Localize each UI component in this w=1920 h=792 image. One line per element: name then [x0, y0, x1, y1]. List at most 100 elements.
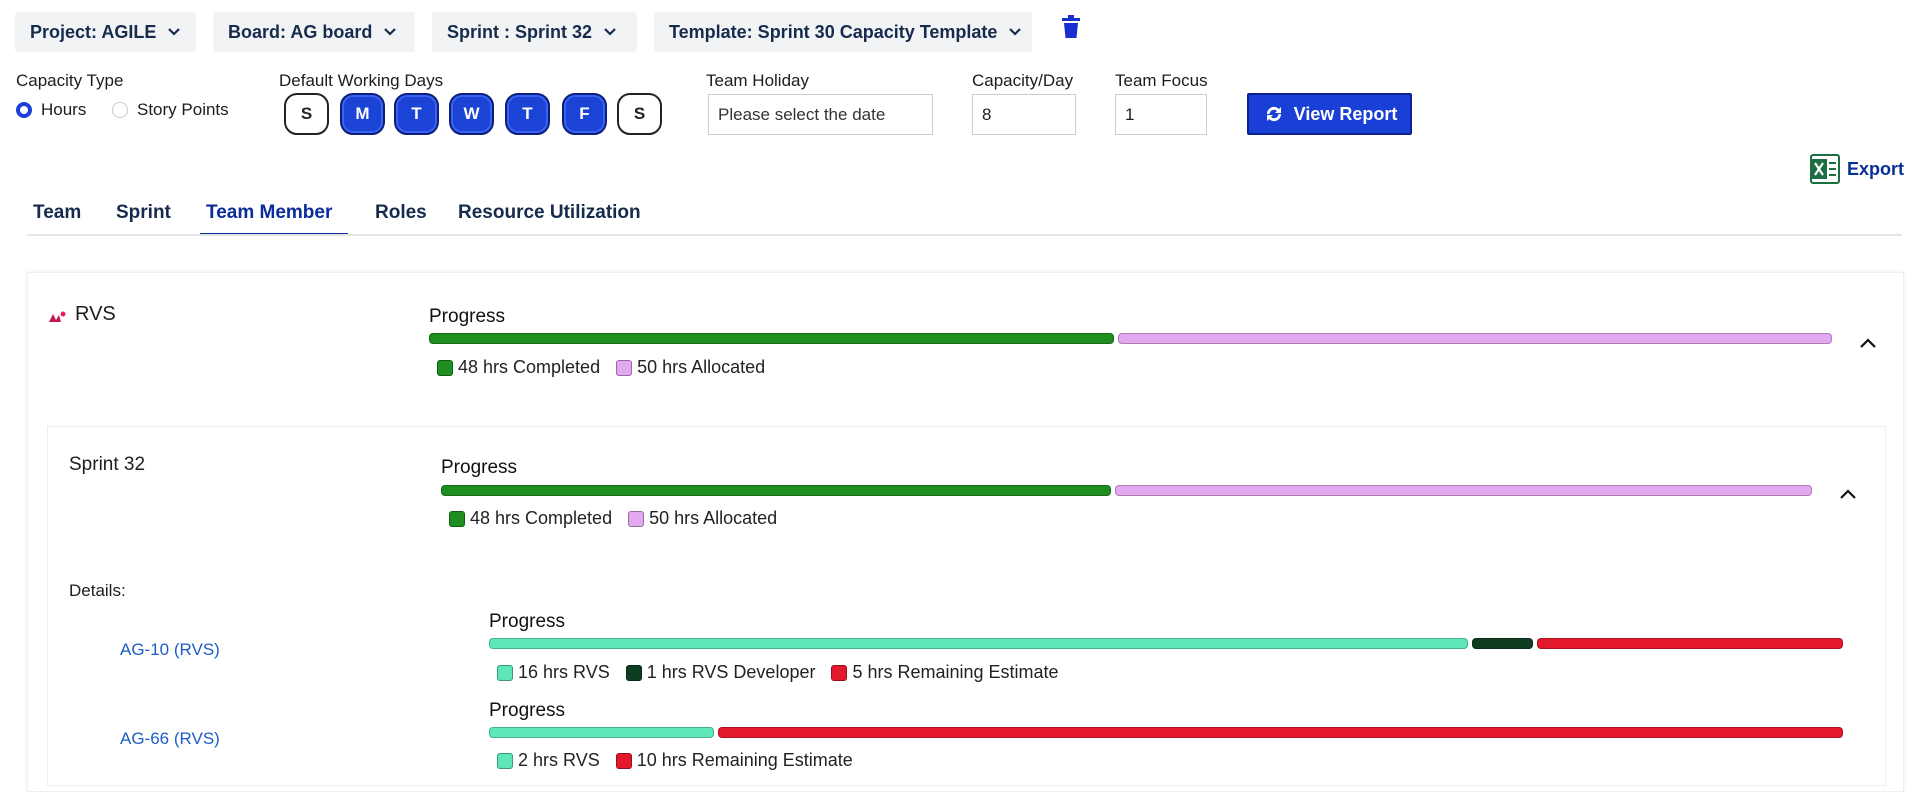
- dropdown-text: Board: AG board: [228, 21, 373, 42]
- capacity-type-label: Capacity Type: [16, 71, 124, 90]
- progress-segment: [718, 727, 1843, 738]
- progress-segment: [429, 333, 1115, 344]
- legend-item: 2 hrs RVS: [497, 750, 600, 771]
- tab[interactable]: Team: [33, 202, 82, 223]
- day-button[interactable]: S: [284, 93, 329, 135]
- progress-bar: [489, 638, 1843, 649]
- excel-icon: [1810, 154, 1840, 184]
- project-dropdown[interactable]: Project: AGILE: [15, 12, 196, 52]
- working-days-label: Default Working Days: [279, 71, 444, 90]
- legend-swatch: [616, 359, 633, 376]
- day-button[interactable]: M: [340, 93, 385, 135]
- legend-label: 5 hrs Remaining Estimate: [852, 662, 1059, 682]
- progress-label: Progress: [489, 700, 566, 721]
- day-button[interactable]: F: [562, 93, 607, 135]
- details-label: Details:: [69, 581, 126, 600]
- legend-swatch: [615, 752, 632, 769]
- legend-swatch: [449, 510, 465, 527]
- sprint-name: Sprint 32: [69, 454, 146, 475]
- button-text: View Report: [1293, 103, 1398, 124]
- progress-bar: [429, 333, 1832, 344]
- legend: 48 hrs Completed 50 hrs Allocated: [437, 357, 781, 378]
- member-name: RVS: [75, 303, 116, 325]
- legend: 48 hrs Completed 50 hrs Allocated: [449, 508, 793, 529]
- refresh-icon: [1266, 106, 1281, 122]
- radio-label: Story Points: [137, 100, 229, 119]
- legend-label: 1 hrs RVS Developer: [646, 662, 816, 682]
- radio-option[interactable]: Story Points: [112, 100, 229, 120]
- day-button[interactable]: W: [449, 93, 494, 135]
- chevron: [168, 28, 181, 36]
- legend-swatch: [437, 359, 453, 376]
- radio-circle: [16, 102, 32, 118]
- team-focus-label: Team Focus: [1115, 71, 1208, 90]
- tab[interactable]: Roles: [375, 202, 427, 223]
- progress-segment: [1114, 485, 1812, 496]
- export-text: Export: [1847, 158, 1905, 179]
- progress-label: Progress: [441, 457, 518, 478]
- tab[interactable]: Sprint: [116, 202, 171, 223]
- legend-item: 1 hrs RVS Developer: [625, 662, 816, 683]
- progress-segment: [489, 727, 714, 738]
- legend-swatch: [497, 752, 513, 769]
- legend-label: 48 hrs Completed: [470, 508, 613, 528]
- progress-segment: [1537, 638, 1843, 649]
- input-value: 8: [982, 104, 992, 124]
- legend-label: 48 hrs Completed: [458, 357, 601, 377]
- progress-label: Progress: [429, 306, 506, 327]
- legend: 16 hrs RVS 1 hrs RVS Developer 5 hrs Remai…: [497, 662, 1075, 683]
- issue-link[interactable]: AG-10 (RVS): [120, 640, 220, 659]
- legend-label: 50 hrs Allocated: [637, 357, 766, 377]
- legend-item: 16 hrs RVS: [497, 662, 610, 683]
- team-focus-input[interactable]: 1: [1115, 94, 1207, 135]
- team-holiday-label: Team Holiday: [706, 71, 809, 90]
- capacity-day-input[interactable]: 8: [972, 94, 1076, 135]
- legend-item: 50 hrs Allocated: [628, 508, 777, 529]
- board-dropdown[interactable]: Board: AG board: [213, 12, 415, 52]
- export-button[interactable]: Export: [1810, 154, 1904, 184]
- legend-label: 10 hrs Remaining Estimate: [636, 750, 853, 770]
- legend-swatch: [625, 664, 642, 681]
- team-holiday-input[interactable]: Please select the date: [708, 94, 933, 135]
- delete-icon[interactable]: [1060, 15, 1082, 39]
- tab[interactable]: Resource Utilization: [458, 202, 641, 223]
- progress-segment: [441, 485, 1111, 496]
- progress-segment: [489, 638, 1468, 649]
- collapse-chevron[interactable]: [1860, 338, 1876, 348]
- progress-segment: [1118, 333, 1832, 344]
- radio-option[interactable]: Hours: [16, 100, 86, 120]
- radio-label: Hours: [41, 100, 87, 119]
- issue-link[interactable]: AG-66 (RVS): [120, 729, 220, 748]
- dropdown-text: Project: AGILE: [30, 21, 157, 42]
- day-button[interactable]: S: [617, 93, 662, 135]
- template-dropdown[interactable]: Template: Sprint 30 Capacity Template: [654, 12, 1032, 52]
- capacity-day-label: Capacity/Day: [972, 71, 1074, 90]
- collapse-chevron[interactable]: [1840, 489, 1856, 499]
- view-report-button[interactable]: View Report: [1247, 93, 1412, 135]
- tab[interactable]: Team Member: [206, 202, 333, 223]
- chevron: [604, 28, 616, 36]
- input-value: 1: [1125, 104, 1135, 124]
- legend-label: 50 hrs Allocated: [649, 508, 778, 528]
- legend-label: 2 hrs RVS: [518, 750, 600, 770]
- legend-swatch: [831, 664, 848, 681]
- legend: 2 hrs RVS 10 hrs Remaining Estimate: [497, 750, 869, 771]
- legend-item: 48 hrs Completed: [437, 357, 600, 378]
- progress-label: Progress: [489, 611, 566, 632]
- progress-segment: [1471, 638, 1534, 649]
- chevron: [1009, 28, 1022, 36]
- legend-swatch: [497, 664, 513, 681]
- legend-label: 16 hrs RVS: [518, 662, 610, 682]
- tab-divider: [27, 234, 1902, 236]
- legend-item: 5 hrs Remaining Estimate: [831, 662, 1059, 683]
- legend-item: 50 hrs Allocated: [616, 357, 765, 378]
- legend-swatch: [628, 510, 645, 527]
- radio-circle: [112, 102, 128, 118]
- day-button[interactable]: T: [505, 93, 550, 135]
- dropdown-text: Sprint : Sprint 32: [447, 21, 593, 42]
- placeholder: Please select the date: [718, 104, 886, 124]
- sprint-dropdown[interactable]: Sprint : Sprint 32: [432, 12, 637, 52]
- day-button[interactable]: T: [394, 93, 439, 135]
- legend-item: 48 hrs Completed: [449, 508, 612, 529]
